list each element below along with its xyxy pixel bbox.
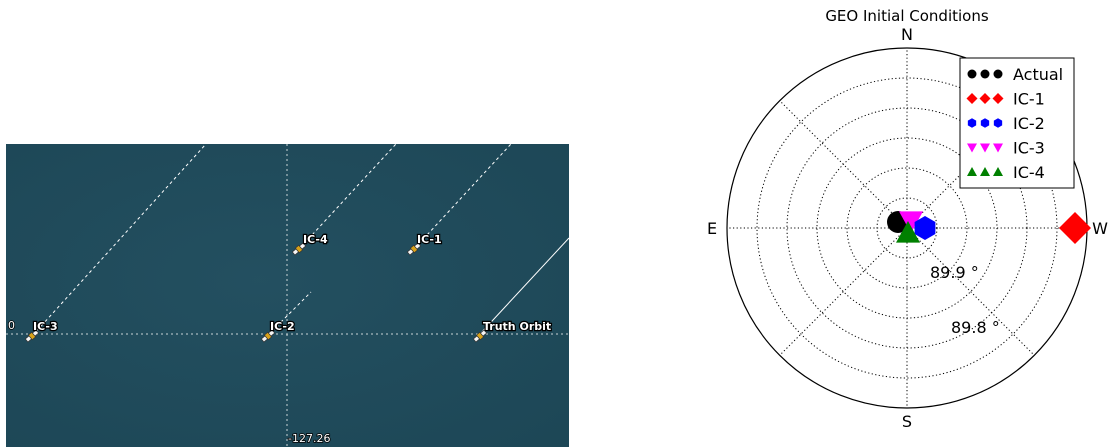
polar-chart-svg: GEO Initial Conditions N S E W 89.9 ° 89…	[707, 7, 1108, 431]
legend-swatch	[993, 69, 1003, 79]
grid-ring	[756, 77, 1058, 379]
legend-swatch	[967, 167, 977, 176]
grid-spoke	[779, 227, 908, 356]
map-canvas: IC-3 IC-2 IC-4 IC-1 Truth Orbit 0 -127.2…	[6, 144, 569, 447]
direction-east: E	[707, 219, 717, 238]
latitude-label: 0	[8, 319, 15, 332]
data-markers	[887, 211, 1091, 244]
polar-chart: GEO Initial Conditions N S E W 89.9 ° 89…	[690, 0, 1109, 447]
legend-swatch	[992, 93, 1004, 104]
legend-swatch	[967, 143, 977, 153]
chart-title: GEO Initial Conditions	[825, 7, 989, 25]
marker-ic-2	[914, 216, 936, 240]
legend-swatch	[993, 143, 1003, 153]
satellite-ic1-label[interactable]: IC-1	[416, 232, 443, 247]
legend-swatch	[967, 69, 977, 79]
radial-label-89-8: 89.8 °	[951, 318, 1000, 337]
satellite-ic3-label[interactable]: IC-3	[32, 319, 59, 334]
legend-label: IC-3	[1013, 139, 1045, 158]
direction-west: W	[1092, 219, 1108, 238]
legend-label: IC-1	[1013, 90, 1045, 109]
legend-swatch	[967, 118, 977, 128]
satellite-truth-orbit-label[interactable]: Truth Orbit	[482, 319, 553, 334]
legend-label: IC-4	[1013, 163, 1045, 182]
legend-swatch	[993, 167, 1003, 176]
grid-ring	[846, 167, 968, 289]
legend-box	[959, 57, 1075, 189]
legend-swatch	[979, 93, 991, 104]
satellite-ic2-label[interactable]: IC-2	[269, 319, 296, 334]
grid-spoke	[906, 227, 1035, 356]
orbit-track-ic3	[32, 144, 207, 336]
legend-swatch	[993, 118, 1003, 128]
legend-label: Actual	[1013, 65, 1063, 84]
legend-swatch	[966, 93, 978, 104]
marker-ic-1	[1059, 212, 1091, 244]
radial-label-89-9: 89.9 °	[930, 263, 979, 282]
legend: Actual IC-1 IC-2 IC-3 IC-4	[959, 57, 1075, 189]
legend-item-ic-4: IC-4	[967, 163, 1045, 182]
legend-swatch	[980, 167, 990, 176]
orbit-track-truth	[479, 237, 569, 335]
direction-south: S	[902, 412, 912, 431]
direction-north: N	[901, 25, 913, 44]
legend-item-actual: Actual	[967, 65, 1063, 84]
legend-label: IC-2	[1013, 114, 1045, 133]
legend-swatch	[980, 143, 990, 153]
legend-item-ic-1: IC-1	[966, 90, 1045, 109]
marker-ic-3	[899, 211, 923, 233]
grid-spoke	[779, 100, 908, 229]
map-view[interactable]: IC-3 IC-2 IC-4 IC-1 Truth Orbit 0 -127.2…	[6, 144, 569, 447]
legend-swatch	[980, 118, 990, 128]
legend-item-ic-3: IC-3	[967, 139, 1045, 158]
marker-ic-4	[896, 221, 920, 243]
satellite-ic4-label[interactable]: IC-4	[302, 232, 329, 247]
legend-item-ic-2: IC-2	[967, 114, 1045, 133]
legend-swatch	[980, 69, 990, 79]
orbit-track-ic2	[267, 291, 312, 336]
longitude-label: -127.26	[288, 432, 330, 445]
